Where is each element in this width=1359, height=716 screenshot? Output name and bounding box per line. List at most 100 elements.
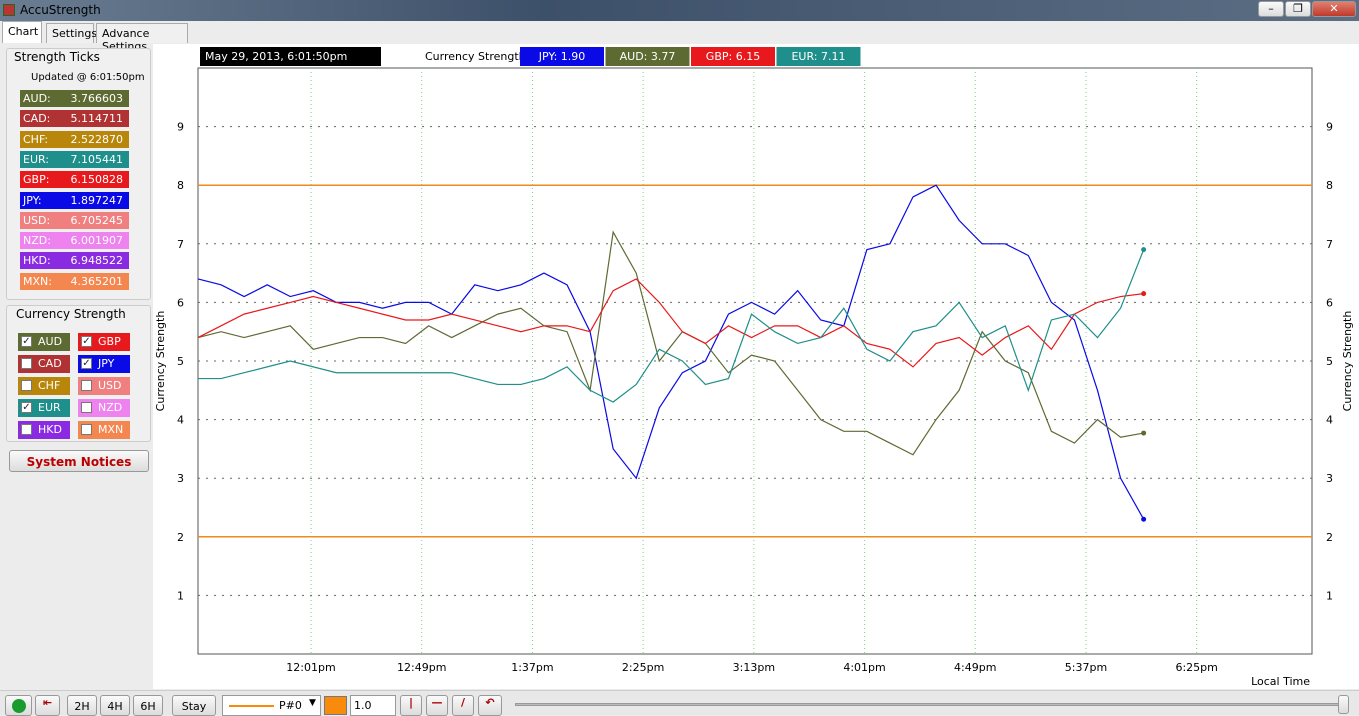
currency-checkbox[interactable]: MXN [78, 421, 130, 439]
series-line [197, 230, 1144, 456]
y2-tick-label: 5 [1326, 355, 1333, 368]
status-button[interactable] [5, 695, 32, 716]
checkbox-label: CAD [38, 357, 62, 370]
tick-currency: NZD: [23, 234, 51, 248]
tick-row: JPY: 1.897247 [20, 191, 129, 209]
tick-row: CHF: 2.522870 [20, 130, 129, 148]
chart-background [153, 44, 1359, 689]
pen-label: P#0 [279, 699, 302, 712]
x-tick-label: 5:37pm [1065, 661, 1107, 674]
tick-currency: JPY: [23, 193, 42, 207]
tick-row: EUR: 7.105441 [20, 150, 129, 168]
tab[interactable]: Settings [46, 23, 97, 43]
tick-currency: USD: [23, 213, 51, 227]
legend-label: EUR: 7.11 [791, 50, 845, 63]
status-light [12, 699, 26, 713]
x-tick-label: 12:01pm [286, 661, 335, 674]
legend-swatch [776, 47, 861, 66]
tick-row: AUD: 3.766603 [20, 90, 129, 107]
undo-tool[interactable]: ↶ [478, 695, 502, 716]
tick-currency: GBP: [23, 173, 50, 187]
group-title: Currency Strength [16, 307, 126, 321]
tab[interactable]: Advance Settings [96, 23, 188, 53]
tick-row: MXN: 4.365201 [20, 272, 129, 290]
pen-select[interactable]: P#0 ▼ [222, 695, 321, 716]
x-tick-label: 4:49pm [954, 661, 996, 674]
tick-currency: CHF: [23, 132, 49, 146]
checkbox[interactable]: ✓ [21, 402, 32, 413]
y2-tick-label: 4 [1326, 414, 1333, 427]
currency-checkbox[interactable]: CAD [18, 355, 70, 373]
hline-tool[interactable]: — [426, 695, 448, 716]
y-tick-label: 8 [177, 179, 184, 192]
y2-tick-label: 8 [1326, 179, 1333, 192]
y-tick-label: 6 [177, 296, 184, 309]
currency-checkbox[interactable]: ✓ AUD [18, 333, 70, 351]
x-tick-label: 1:37pm [511, 661, 553, 674]
y2-tick-label: 7 [1326, 238, 1333, 251]
currency-checkbox[interactable]: USD [78, 377, 130, 395]
checkbox[interactable] [81, 380, 92, 391]
range-button[interactable]: 2H [67, 695, 97, 716]
tick-row: CAD: 5.114711 [20, 110, 129, 128]
checkbox-label: HKD [38, 423, 62, 436]
checkbox[interactable] [81, 402, 92, 413]
y-tick-label: 7 [177, 238, 184, 251]
close-button[interactable]: ✕ [1312, 1, 1356, 17]
range-button[interactable]: 6H [133, 695, 163, 716]
checkbox[interactable]: ✓ [81, 358, 92, 369]
maximize-button[interactable]: ❐ [1285, 1, 1311, 17]
tick-currency: MXN: [23, 274, 52, 288]
currency-checkbox[interactable]: ✓ GBP [78, 333, 130, 351]
currency-checkbox[interactable]: ✓ EUR [18, 399, 70, 417]
checkbox[interactable]: ✓ [21, 336, 32, 347]
system-notices-button[interactable]: System Notices [9, 450, 149, 472]
legend-label: GBP: 6.15 [706, 50, 760, 63]
tick-value: 5.114711 [70, 112, 124, 126]
y-tick-label: 1 [177, 589, 184, 602]
y2-tick-label: 1 [1326, 589, 1333, 602]
tick-value: 7.105441 [70, 152, 124, 166]
slider-thumb[interactable] [1338, 695, 1349, 714]
tick-value: 3.766603 [70, 92, 124, 105]
slider-track [515, 703, 1345, 706]
vline-tool[interactable]: | [400, 695, 422, 716]
range-button[interactable]: 4H [100, 695, 130, 716]
checkbox[interactable] [21, 380, 32, 391]
color-swatch[interactable] [324, 696, 347, 715]
currency-strength-group [6, 305, 151, 442]
trend-tool[interactable]: / [452, 695, 474, 716]
range-button[interactable]: Stay [172, 695, 216, 716]
currency-checkbox[interactable]: CHF [18, 377, 70, 395]
checkbox[interactable]: ✓ [81, 336, 92, 347]
y2-axis-label: Currency Strength [1341, 311, 1354, 412]
tick-value: 4.365201 [70, 274, 124, 288]
checkbox[interactable] [21, 358, 32, 369]
y2-tick-label: 6 [1326, 296, 1333, 309]
legend-label: AUD: 3.77 [620, 50, 676, 63]
updated-label: Updated @ 6:01:50pm [31, 72, 145, 83]
y-tick-label: 2 [177, 531, 184, 544]
window-title: AccuStrength [20, 3, 101, 17]
tick-row: GBP: 6.150828 [20, 171, 129, 189]
y-tick-label: 4 [177, 414, 184, 427]
currency-checkbox[interactable]: ✓ JPY [78, 355, 130, 373]
title-bar: AccuStrength – ❐ ✕ [0, 0, 1359, 21]
checkbox-label: MXN [98, 423, 124, 436]
exit-button[interactable]: ⇤ [35, 695, 60, 716]
x-tick-label: 6:25pm [1175, 661, 1217, 674]
currency-checkbox[interactable]: HKD [18, 421, 70, 439]
x-tick-label: 3:13pm [733, 661, 775, 674]
checkbox[interactable] [81, 424, 92, 435]
checkbox[interactable] [21, 424, 32, 435]
app-icon [3, 4, 15, 16]
group-title: Strength Ticks [14, 50, 100, 64]
minimize-button[interactable]: – [1258, 1, 1284, 17]
legend-label: JPY: 1.90 [538, 50, 586, 63]
tab[interactable]: Chart [2, 21, 42, 43]
tick-value: 6.150828 [70, 173, 124, 187]
legend-swatch [691, 47, 775, 66]
currency-checkbox[interactable]: NZD [78, 399, 130, 417]
width-input[interactable]: 1.0 [350, 695, 396, 716]
